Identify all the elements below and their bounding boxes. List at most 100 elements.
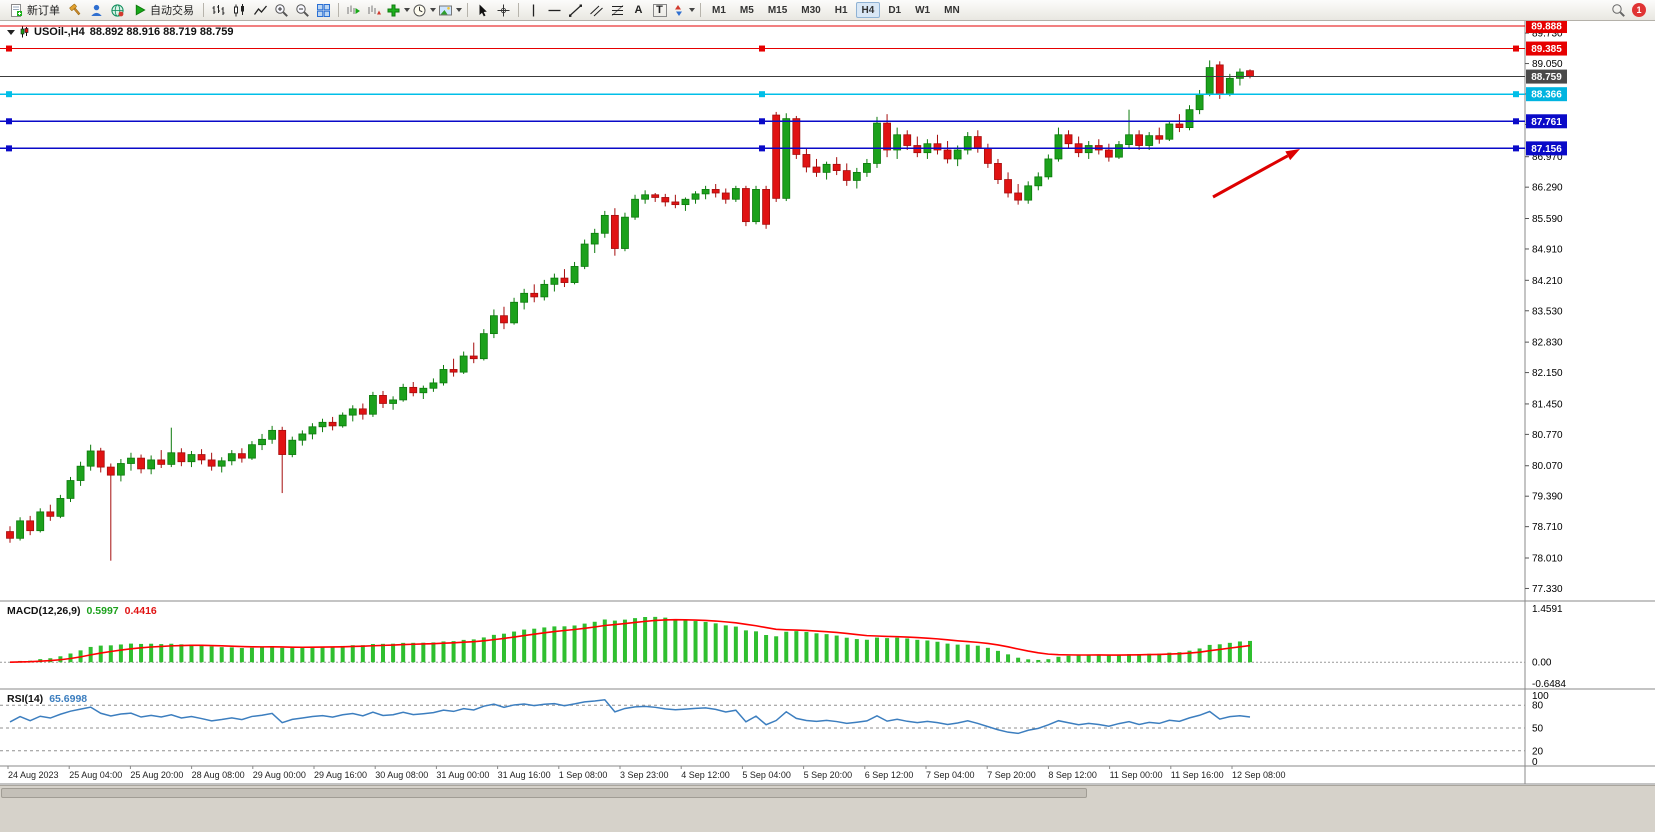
notification-badge[interactable]: 1	[1632, 3, 1646, 17]
candle-body	[6, 531, 14, 539]
auto-scroll-button[interactable]	[344, 1, 363, 19]
add-indicator-icon	[387, 4, 400, 16]
candle-body	[721, 192, 730, 200]
community-button[interactable]	[87, 1, 106, 19]
line-handle[interactable]	[6, 91, 12, 98]
candle-body	[56, 498, 65, 517]
candle-body	[147, 459, 156, 470]
candle-body	[973, 136, 982, 149]
collapse-triangle-icon[interactable]	[7, 29, 15, 35]
trend-arrow[interactable]	[1212, 154, 1289, 199]
line-handle[interactable]	[6, 45, 12, 52]
new-order-button[interactable]: 新订单	[5, 1, 64, 19]
wizard-button[interactable]	[66, 1, 85, 19]
line-handle[interactable]	[759, 118, 765, 125]
market-button[interactable]	[108, 1, 127, 19]
candle-body	[1155, 135, 1164, 140]
auto-trading-label: 自动交易	[150, 5, 194, 17]
line-handle[interactable]	[759, 45, 765, 52]
label-tool-button[interactable]: T	[650, 1, 669, 19]
horizontal-line-tool-button[interactable]	[545, 1, 564, 19]
line-handle[interactable]	[759, 145, 765, 152]
line-chart-icon	[253, 5, 267, 15]
price-tick: 78.710	[1532, 522, 1563, 533]
candle-body	[106, 466, 115, 476]
candle-body	[479, 333, 488, 360]
text-tool-icon: A	[634, 4, 643, 16]
time-label: 11 Sep 16:00	[1171, 770, 1224, 780]
line-handle[interactable]	[6, 145, 12, 152]
candlestick-chart-icon	[234, 3, 244, 16]
candle-body	[762, 189, 770, 225]
candle-body	[1236, 71, 1244, 79]
period-button[interactable]	[412, 1, 436, 19]
cursor-icon	[479, 4, 487, 16]
candle-body	[96, 450, 105, 468]
auto-trading-button[interactable]: 自动交易	[129, 1, 198, 19]
price-tick: 86.290	[1532, 183, 1563, 194]
text-tool-button[interactable]: A	[629, 1, 648, 19]
timeframe-m30[interactable]: M30	[801, 4, 821, 16]
timeframe-w1[interactable]: W1	[915, 4, 931, 16]
arrows-tool-button[interactable]	[671, 1, 695, 19]
fibonacci-tool-button[interactable]	[608, 1, 627, 19]
line-handle[interactable]	[759, 91, 765, 98]
chart-shift-button[interactable]	[365, 1, 384, 19]
trendline-tool-button[interactable]	[566, 1, 585, 19]
channel-tool-button[interactable]	[587, 1, 606, 19]
time-label: 25 Aug 04:00	[69, 770, 122, 780]
line-handle[interactable]	[6, 118, 12, 125]
time-label: 29 Aug 00:00	[253, 770, 306, 780]
price-badge	[1526, 41, 1567, 56]
candle-body	[16, 520, 24, 539]
candle-body	[752, 189, 760, 223]
template-image-icon	[439, 5, 452, 15]
timeframe-m1[interactable]: M1	[712, 4, 726, 16]
tile-windows-button[interactable]	[314, 1, 333, 19]
candle-body	[802, 154, 811, 168]
trend-arrow-head[interactable]	[1285, 149, 1300, 161]
search-icon[interactable]	[1611, 3, 1626, 18]
horizontal-scrollbar[interactable]	[1, 788, 1087, 798]
price-badge-label: 88.759	[1531, 72, 1562, 83]
candle-body	[177, 452, 186, 463]
line-handle[interactable]	[1513, 118, 1519, 125]
timeframe-mn[interactable]: MN	[944, 4, 960, 16]
candle-body	[318, 421, 327, 428]
vertical-line-tool-button[interactable]	[524, 1, 543, 19]
crosshair-tool-button[interactable]	[494, 1, 513, 19]
add-indicator-button[interactable]	[386, 1, 410, 19]
line-chart-button[interactable]	[251, 1, 270, 19]
timeframe-d1[interactable]: D1	[888, 4, 902, 16]
line-handle[interactable]	[1513, 91, 1519, 98]
template-button[interactable]	[438, 1, 462, 19]
bar-chart-button[interactable]	[209, 1, 228, 19]
candle-body	[298, 433, 307, 441]
zoom-out-button[interactable]	[293, 1, 312, 19]
timeframe-m15[interactable]: M15	[767, 4, 788, 16]
candle-body	[1115, 144, 1123, 158]
candle-body	[46, 511, 55, 517]
candle-body	[76, 465, 85, 481]
globe-icon	[111, 3, 124, 17]
macd-label: MACD(12,26,9) 0.5997 0.4416	[7, 605, 157, 617]
timeframe-h4[interactable]: H4	[855, 2, 881, 18]
cursor-tool-button[interactable]	[473, 1, 492, 19]
rsi-tick: 50	[1532, 724, 1544, 735]
hammer-icon	[69, 3, 81, 15]
candle-body	[520, 292, 529, 303]
candlestick-chart-button[interactable]	[230, 1, 249, 19]
candle-body	[822, 163, 831, 173]
line-handle[interactable]	[1513, 45, 1519, 52]
candle-body	[167, 452, 176, 465]
candle-body	[1125, 134, 1133, 146]
line-handle[interactable]	[1513, 145, 1519, 152]
candle-body	[530, 292, 539, 298]
zoom-in-button[interactable]	[272, 1, 291, 19]
price-tick: 84.910	[1532, 244, 1563, 255]
candle-body	[419, 387, 428, 394]
timeframe-h1[interactable]: H1	[834, 4, 848, 16]
candle-body	[742, 188, 750, 223]
timeframe-m5[interactable]: M5	[739, 4, 754, 16]
